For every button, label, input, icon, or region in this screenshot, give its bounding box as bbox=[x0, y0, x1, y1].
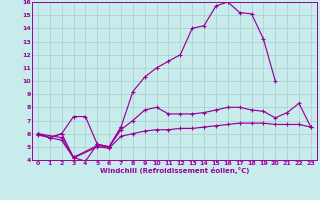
X-axis label: Windchill (Refroidissement éolien,°C): Windchill (Refroidissement éolien,°C) bbox=[100, 167, 249, 174]
